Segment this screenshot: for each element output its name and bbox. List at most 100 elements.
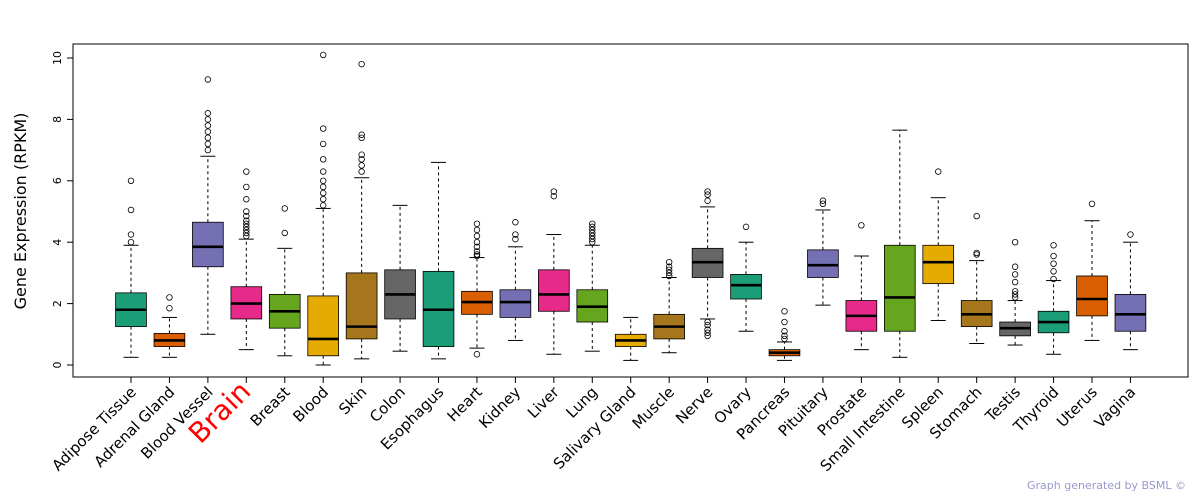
outlier-point: [781, 318, 788, 326]
box-testis: Testis: [981, 238, 1031, 426]
outlier-point: [358, 134, 365, 142]
outlier-point: [589, 223, 596, 231]
outlier-point: [243, 168, 250, 175]
outlier-point: [358, 156, 365, 163]
outlier-point: [127, 238, 135, 246]
outlier-point: [473, 220, 481, 227]
outlier-point: [166, 305, 173, 312]
outlier-point: [243, 229, 250, 237]
y-tick-label: 10: [51, 51, 64, 65]
outlier-point: [473, 243, 481, 251]
outlier-point: [320, 177, 327, 184]
x-tick-label: Kidney: [475, 383, 524, 432]
y-tick-label: 0: [51, 362, 64, 369]
outlier-point: [665, 263, 673, 270]
outlier-point: [1011, 238, 1019, 246]
outlier-point: [473, 232, 481, 240]
outlier-point: [1011, 291, 1019, 298]
box-iqr: [1076, 275, 1108, 317]
outlier-point: [243, 232, 250, 240]
outlier-point: [781, 328, 788, 335]
outlier-point: [1011, 288, 1019, 295]
box-iqr: [345, 272, 378, 340]
outlier-point: [358, 162, 365, 169]
outlier-point: [589, 229, 596, 237]
outlier-point: [204, 122, 212, 129]
y-axis-label: Gene Expression (RPKM): [11, 113, 30, 310]
x-tick-label: Vagina: [1091, 383, 1140, 432]
y-tick-label: 6: [51, 177, 64, 184]
outlier-point: [243, 208, 250, 215]
outlier-point: [243, 223, 250, 231]
outlier-point: [1050, 252, 1057, 260]
outlier-point: [781, 308, 788, 315]
box-vagina: Vagina: [1091, 231, 1147, 432]
box-blood: Blood: [289, 51, 339, 426]
outlier-point: [1050, 268, 1057, 275]
outlier-point: [473, 248, 481, 255]
outlier-point: [243, 183, 250, 191]
outlier-point: [204, 76, 212, 83]
outlier-point: [589, 235, 596, 243]
outlier-point: [320, 202, 327, 209]
outlier-point: [589, 238, 596, 246]
outlier-point: [665, 269, 673, 277]
outlier-point: [781, 332, 788, 340]
outlier-point: [1011, 271, 1019, 278]
outlier-point: [1050, 260, 1057, 267]
box-thyroid: Thyroid: [1009, 242, 1070, 436]
outlier-point: [858, 222, 865, 229]
box-iqr: [884, 244, 916, 332]
outlier-point: [1050, 242, 1057, 249]
outlier-point: [550, 192, 558, 200]
outlier-point: [127, 231, 135, 238]
outlier-point: [704, 332, 711, 340]
outlier-point: [973, 249, 980, 257]
y-tick-label: 2: [51, 300, 64, 307]
outlier-point: [320, 196, 327, 203]
box-kidney: Kidney: [475, 219, 532, 432]
outlier-point: [704, 326, 711, 333]
outlier-point: [742, 223, 750, 231]
outlier-point: [589, 220, 596, 227]
outlier-point: [166, 294, 173, 301]
outlier-point: [204, 110, 212, 117]
outlier-point: [204, 128, 212, 135]
outlier-point: [358, 151, 365, 158]
outlier-point: [320, 51, 327, 59]
outlier-point: [473, 251, 481, 258]
outlier-point: [781, 335, 788, 343]
outlier-point: [704, 197, 711, 204]
outlier-point: [204, 146, 212, 154]
y-tick-label: 4: [51, 239, 64, 246]
box-iqr: [730, 274, 762, 300]
outlier-point: [819, 197, 827, 204]
outlier-point: [243, 217, 250, 224]
outlier-point: [127, 177, 135, 184]
outlier-point: [665, 272, 673, 280]
outlier-point: [320, 183, 327, 191]
outlier-point: [473, 226, 481, 234]
outlier-point: [320, 125, 327, 132]
outlier-point: [243, 220, 250, 227]
outlier-point: [665, 258, 673, 266]
x-tick-label: Nerve: [672, 383, 716, 427]
outlier-point: [819, 200, 827, 208]
outlier-point: [1127, 231, 1134, 238]
outlier-point: [127, 206, 135, 214]
outlier-point: [704, 329, 711, 336]
outlier-point: [665, 266, 673, 274]
outlier-point: [243, 196, 250, 203]
outlier-point: [204, 134, 212, 142]
x-tick-label: Breast: [247, 383, 294, 430]
outlier-point: [550, 188, 558, 195]
outlier-point: [935, 168, 942, 175]
box-skin: Skin: [335, 60, 378, 418]
outlier-point: [281, 229, 288, 237]
outlier-point: [704, 321, 711, 329]
outlier-point: [320, 140, 327, 148]
outlier-point: [358, 131, 365, 138]
box-iqr: [807, 249, 839, 278]
